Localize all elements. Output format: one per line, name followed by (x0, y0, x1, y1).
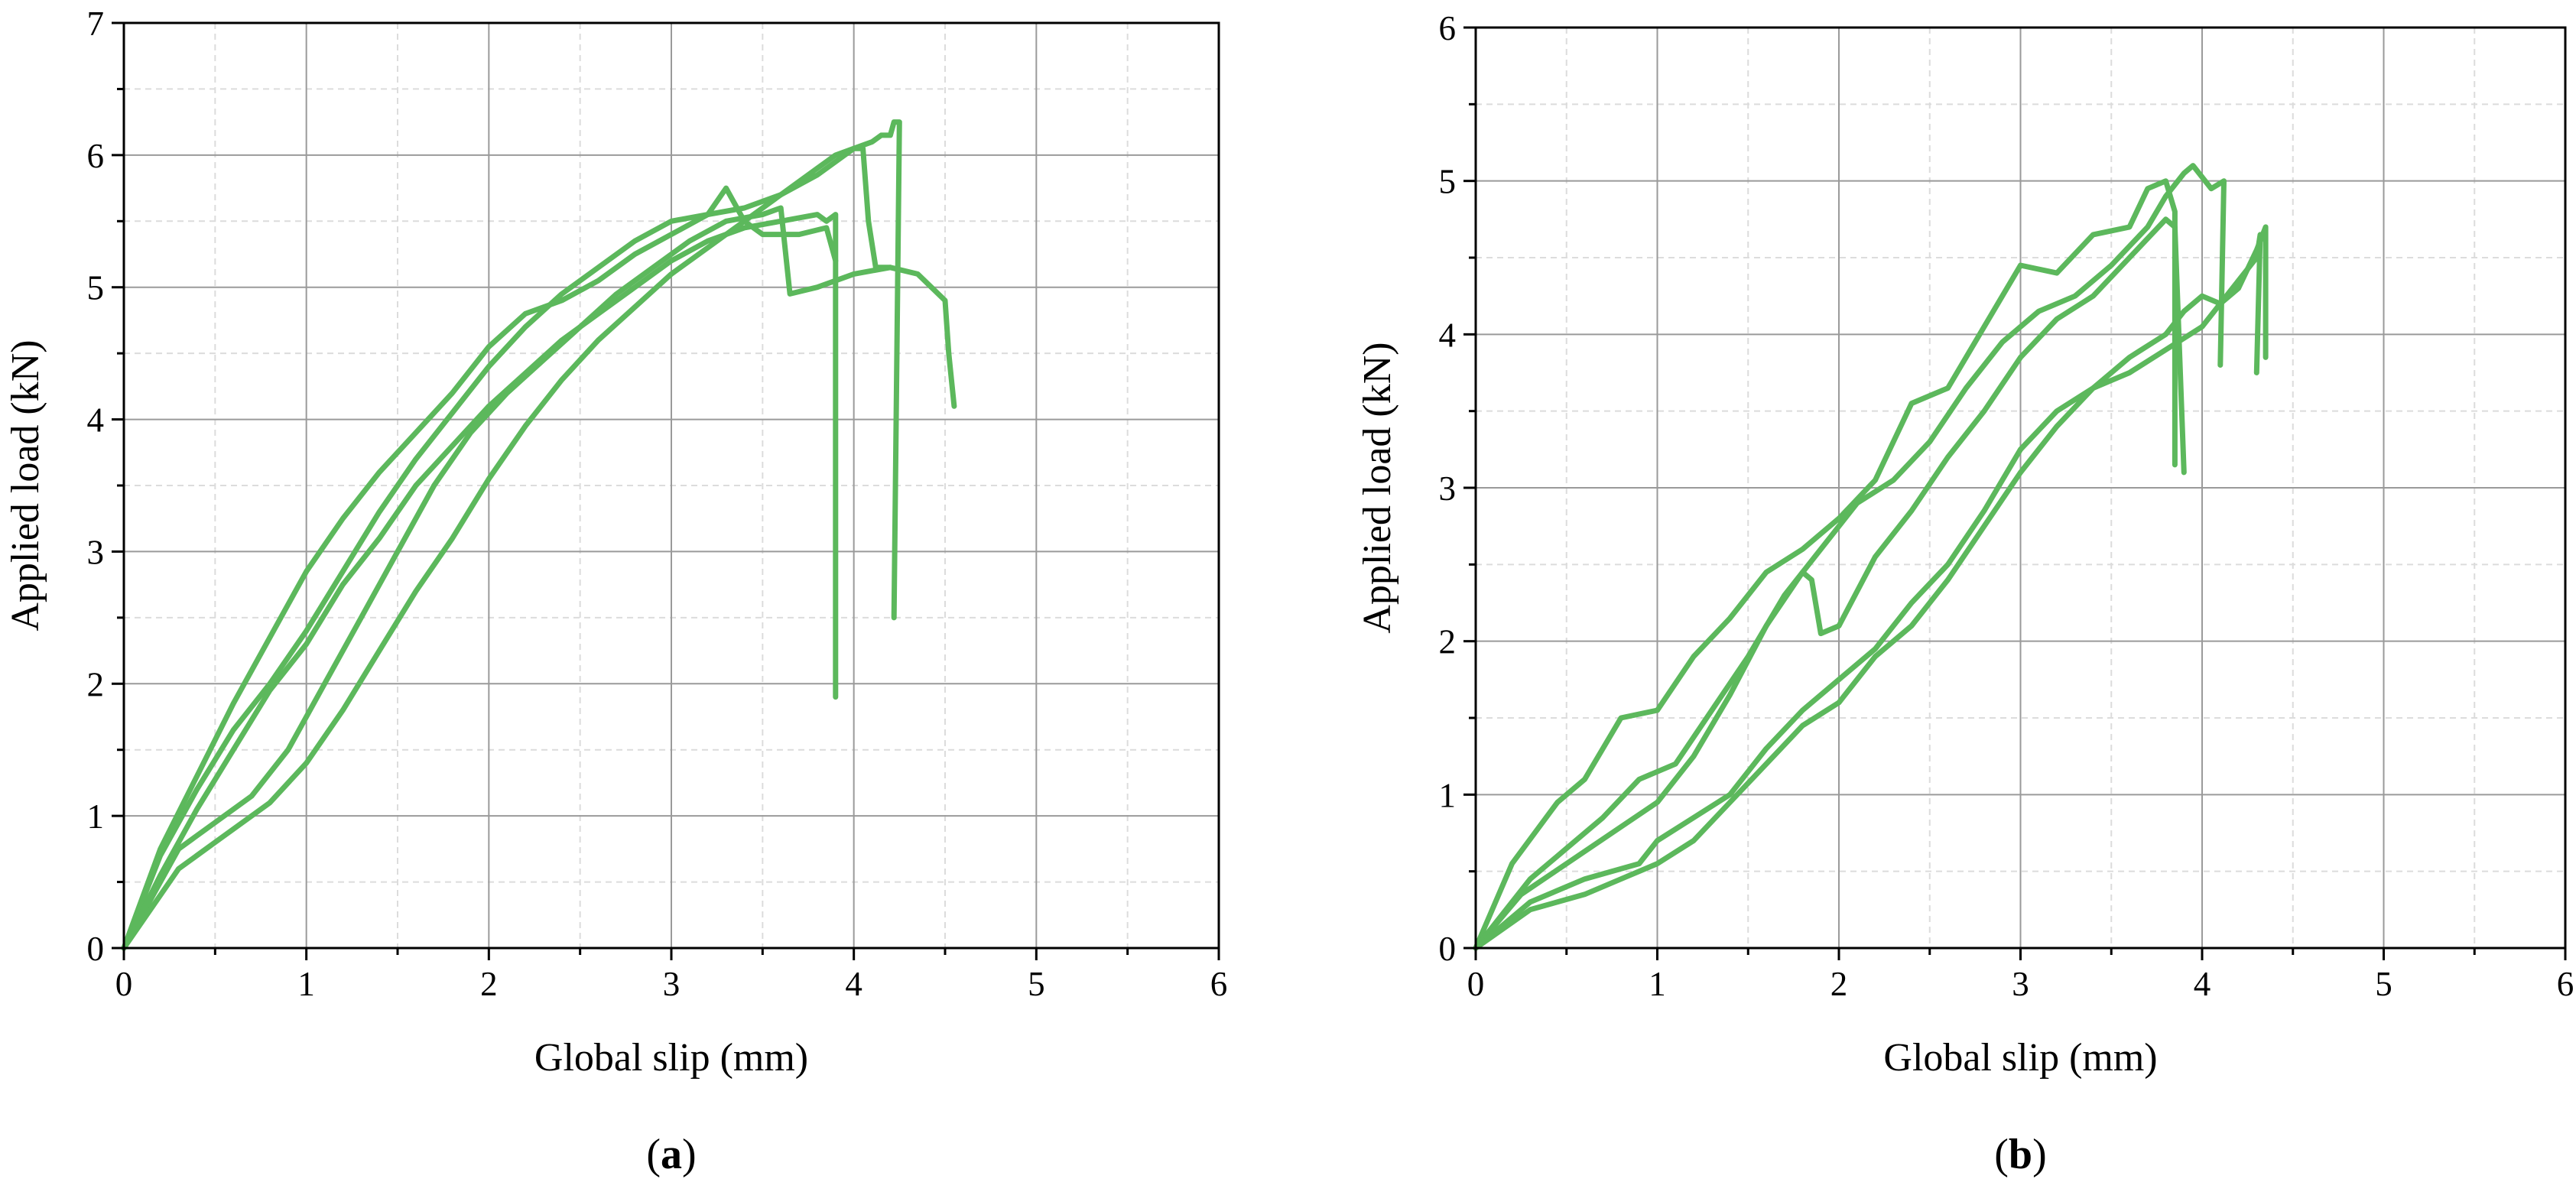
panel-a-series-group (121, 119, 957, 951)
y-tick-label: 5 (1439, 163, 1457, 201)
x-tick-label: 1 (297, 965, 315, 1003)
panel-a-caption-label: (a) (646, 1131, 696, 1178)
panel-a-y-axis-label: Applied load (kN) (4, 339, 47, 631)
y-tick-label: 4 (1439, 316, 1457, 354)
y-tick-label: 7 (87, 5, 105, 43)
y-tick-label: 0 (87, 930, 105, 968)
panel-a-y-tick-labels: 0 1 2 3 4 5 6 7 (87, 5, 105, 968)
y-tick-label: 5 (87, 269, 105, 307)
panel-b-series-5-line (1473, 232, 2263, 951)
y-tick-label: 2 (1439, 623, 1457, 661)
panel-a-major-grid (124, 23, 1219, 948)
panel-a-chart: 0 1 2 3 4 5 6 0 1 2 3 4 5 6 7 Global slip (mm) Applie… (4, 5, 1227, 1178)
panel-a-series-2-line (121, 205, 957, 951)
y-tick-label: 0 (1439, 930, 1457, 968)
y-tick-label: 2 (87, 665, 105, 703)
panel-b-major-grid (1476, 28, 2565, 948)
x-tick-label: 6 (1210, 965, 1228, 1003)
x-tick-label: 6 (2557, 965, 2574, 1003)
panel-b-x-tick-labels: 0 1 2 3 4 5 6 (1467, 965, 2574, 1003)
panel-b-chart: 0 1 2 3 4 5 6 0 1 2 3 4 5 6 Global slip (mm) Applied… (1356, 9, 2574, 1178)
y-tick-label: 4 (87, 401, 105, 440)
x-tick-label: 5 (1028, 965, 1045, 1003)
panel-b-series-group (1473, 163, 2269, 951)
x-tick-label: 2 (480, 965, 498, 1003)
y-tick-label: 1 (1439, 776, 1457, 814)
x-tick-label: 0 (1467, 965, 1485, 1003)
panel-b-series-3-line (1473, 216, 2187, 951)
panel-a-series-5-line (121, 145, 893, 951)
panel-b-series-2-line (1473, 163, 2227, 951)
x-tick-label: 3 (2012, 965, 2029, 1003)
x-tick-label: 4 (845, 965, 862, 1003)
panel-a-x-axis-label: Global slip (mm) (534, 1036, 808, 1080)
y-tick-label: 6 (1439, 9, 1457, 47)
panel-a-series-3-line (121, 119, 902, 951)
panel-a-ticks (112, 21, 1220, 960)
panel-b-series-4-line (1473, 224, 2269, 951)
panel-b-letter: b (2009, 1131, 2032, 1178)
panel-b-y-axis-label: Applied load (kN) (1356, 342, 1399, 633)
x-tick-label: 3 (663, 965, 681, 1003)
panel-b-series-1-line (1473, 178, 2178, 951)
x-tick-label: 5 (2375, 965, 2392, 1003)
panel-a-letter: a (661, 1131, 682, 1178)
x-tick-label: 2 (1830, 965, 1848, 1003)
panel-a-series-4-line (121, 212, 839, 951)
panel-b-y-tick-labels: 0 1 2 3 4 5 6 (1439, 9, 1457, 968)
y-tick-label: 3 (1439, 469, 1457, 508)
x-tick-label: 4 (2194, 965, 2211, 1003)
panel-b-x-axis-label: Global slip (mm) (1883, 1036, 2157, 1080)
panel-b-ticks (1463, 26, 2567, 960)
y-tick-label: 1 (87, 797, 105, 836)
panel-b-caption-label: (b) (1994, 1131, 2046, 1178)
panel-a-x-tick-labels: 0 1 2 3 4 5 6 (115, 965, 1228, 1003)
y-tick-label: 3 (87, 533, 105, 571)
y-tick-label: 6 (87, 137, 105, 175)
x-tick-label: 1 (1649, 965, 1666, 1003)
x-tick-label: 0 (115, 965, 133, 1003)
